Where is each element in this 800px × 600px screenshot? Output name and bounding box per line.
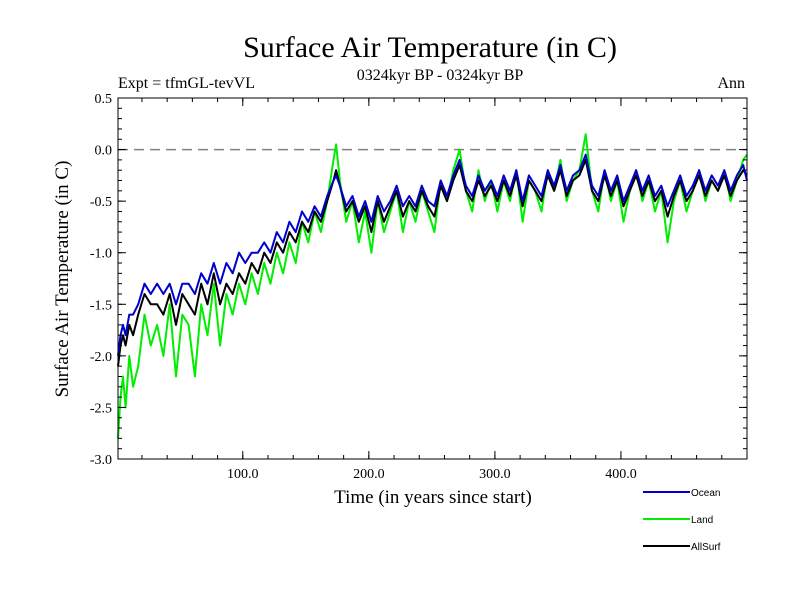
plot-frame [117,97,748,460]
series-line-land [117,133,748,439]
legend-label-land: Land [691,515,713,526]
legend-label-allsurf: AllSurf [691,542,721,553]
x-tick-label: 400.0 [605,467,637,482]
x-tick-label: 200.0 [353,467,385,482]
series-line-ocean [117,153,748,357]
y-tick-label: -1.5 [90,298,112,313]
y-tick-label: -2.0 [90,350,112,365]
axes: 100.0 200.0 300.0 400.0 -3.0 -2.5 -2.0 -1.5 -1.0… [90,92,748,482]
y-tick-label: 0.0 [95,144,113,159]
series-line-allsurf [117,158,748,367]
chart-title: Surface Air Temperature (in C) [243,31,617,64]
x-tick-label: 300.0 [479,467,511,482]
y-axis-label: Surface Air Temperature (in C) [52,161,73,398]
legend: Ocean Land AllSurf [643,488,721,553]
y-tick-label: -3.0 [90,453,112,468]
chart-right-note: Ann [717,75,745,92]
x-tick-label: 100.0 [227,467,259,482]
legend-label-ocean: Ocean [691,488,720,499]
y-tick-label: 0.5 [95,92,113,107]
chart-left-note: Expt = tfmGL-tevVL [118,75,255,92]
x-axis-label: Time (in years since start) [334,487,532,508]
y-tick-label: -0.5 [90,195,112,210]
y-tick-label: -1.0 [90,247,112,262]
plot-area [117,133,748,439]
chart-subtitle: 0324kyr BP - 0324kyr BP [357,67,524,84]
y-tick-label: -2.5 [90,401,112,416]
